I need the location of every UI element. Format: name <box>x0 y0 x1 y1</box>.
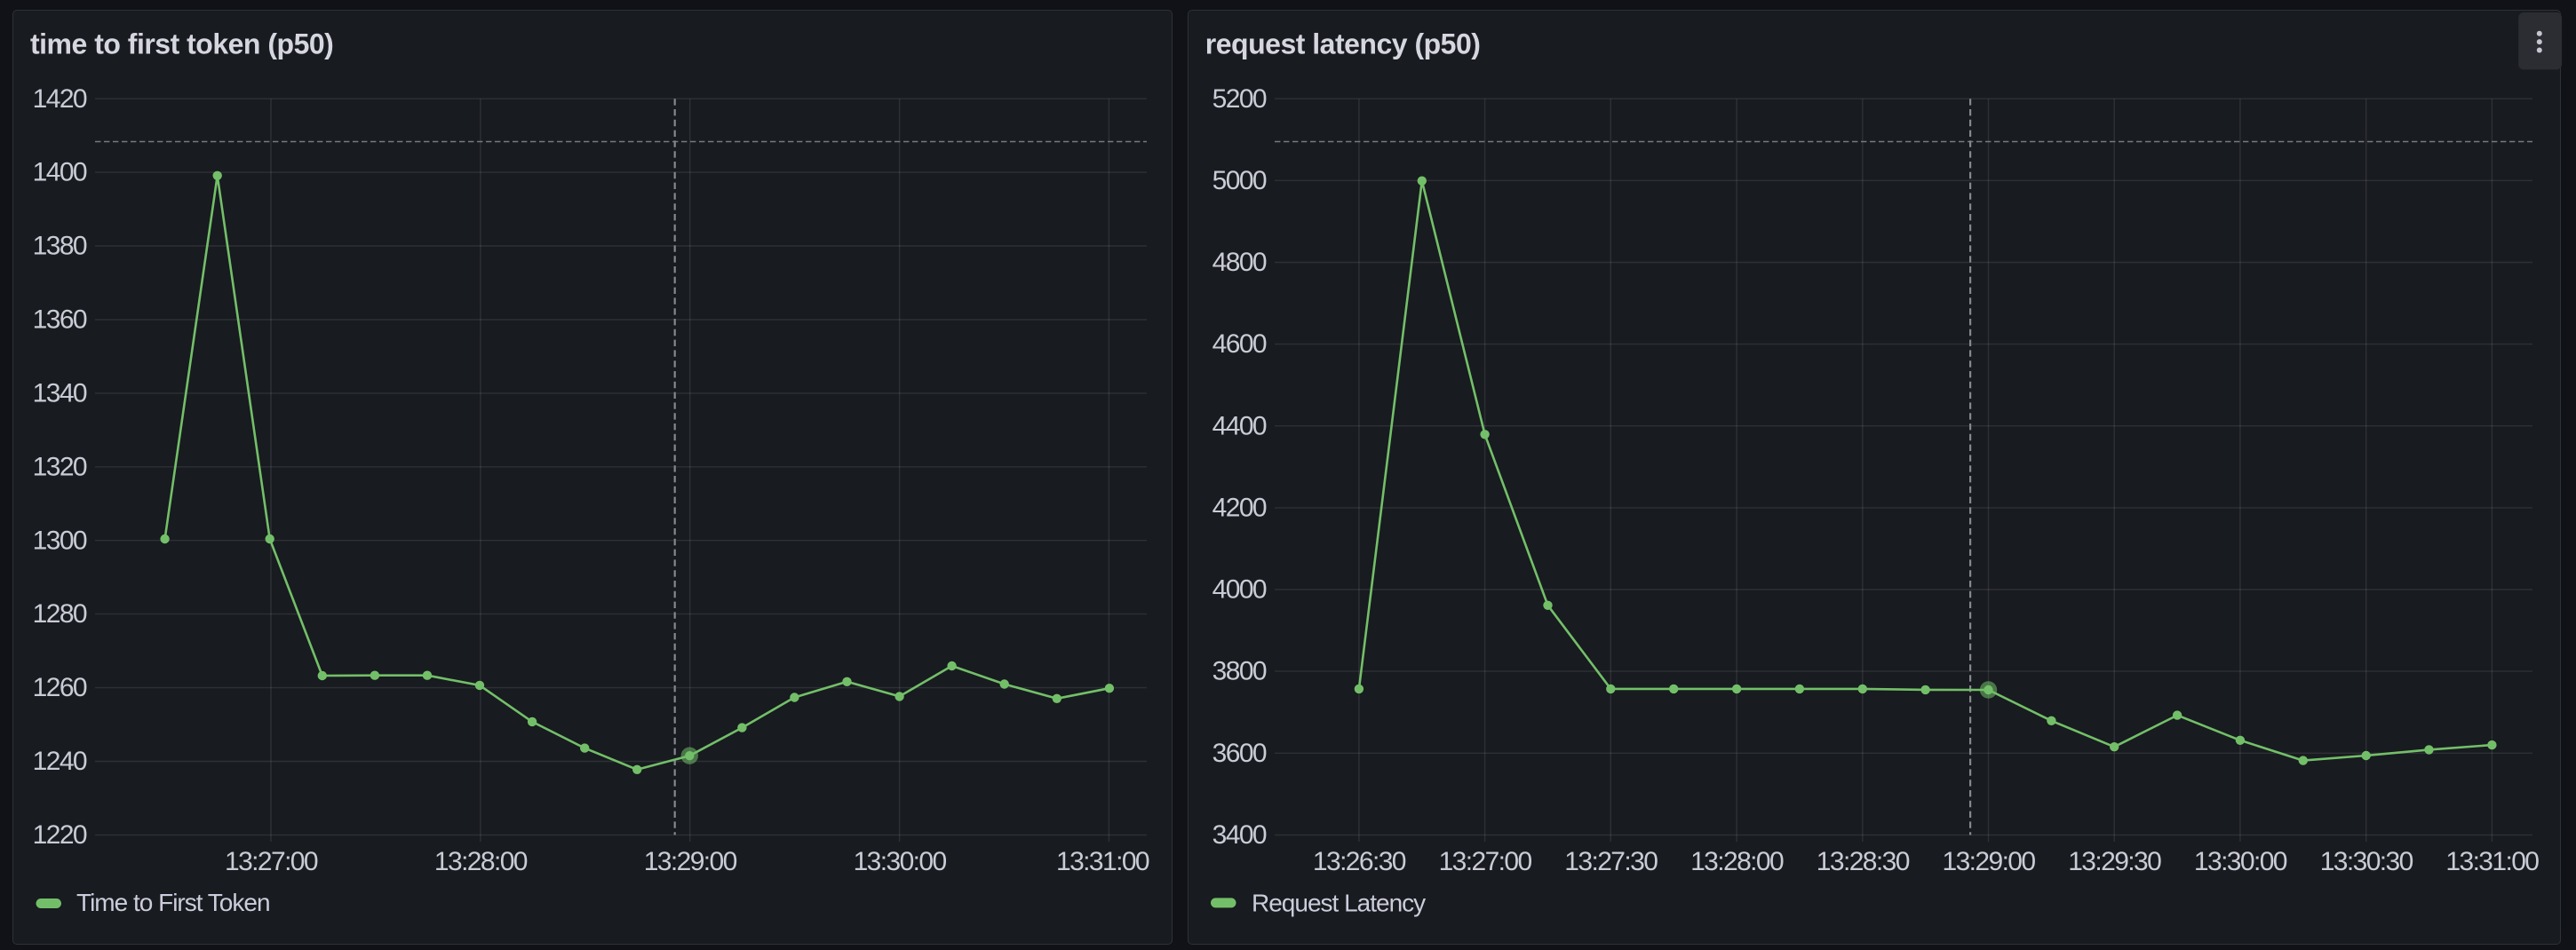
svg-text:5000: 5000 <box>1212 166 1267 195</box>
svg-text:3600: 3600 <box>1212 739 1267 768</box>
svg-text:1380: 1380 <box>33 232 87 261</box>
svg-text:4800: 4800 <box>1212 248 1267 277</box>
svg-text:3400: 3400 <box>1212 820 1267 850</box>
svg-text:13:31:00: 13:31:00 <box>2445 847 2539 876</box>
svg-text:4200: 4200 <box>1212 494 1267 523</box>
svg-text:13:28:00: 13:28:00 <box>1690 847 1784 876</box>
svg-text:1220: 1220 <box>33 820 87 850</box>
svg-text:1280: 1280 <box>33 599 87 629</box>
svg-text:3800: 3800 <box>1212 657 1267 686</box>
svg-text:5200: 5200 <box>1212 84 1267 114</box>
svg-text:13:30:30: 13:30:30 <box>2320 847 2413 876</box>
svg-text:13:29:30: 13:29:30 <box>2068 847 2161 876</box>
svg-text:1360: 1360 <box>33 305 87 335</box>
svg-text:Request Latency: Request Latency <box>1252 890 1426 917</box>
svg-text:13:29:00: 13:29:00 <box>1943 847 2036 876</box>
svg-text:13:28:30: 13:28:30 <box>1817 847 1910 876</box>
svg-text:13:26:30: 13:26:30 <box>1313 847 1406 876</box>
svg-text:1340: 1340 <box>33 379 87 408</box>
svg-text:13:27:00: 13:27:00 <box>1439 847 1532 876</box>
svg-text:1400: 1400 <box>33 158 87 187</box>
svg-text:4000: 4000 <box>1212 575 1267 605</box>
svg-text:1320: 1320 <box>33 452 87 481</box>
svg-text:4600: 4600 <box>1212 329 1267 359</box>
svg-text:13:27:30: 13:27:30 <box>1564 847 1658 876</box>
svg-text:13:30:00: 13:30:00 <box>854 847 947 876</box>
svg-text:13:30:00: 13:30:00 <box>2194 847 2287 876</box>
svg-text:time to first token (p50): time to first token (p50) <box>30 28 333 60</box>
svg-text:1420: 1420 <box>33 84 87 114</box>
svg-text:13:27:00: 13:27:00 <box>225 847 318 876</box>
svg-text:request latency (p50): request latency (p50) <box>1205 28 1481 60</box>
svg-text:1240: 1240 <box>33 747 87 776</box>
svg-text:13:28:00: 13:28:00 <box>434 847 528 876</box>
svg-text:1300: 1300 <box>33 526 87 555</box>
svg-text:4400: 4400 <box>1212 411 1267 440</box>
svg-text:13:31:00: 13:31:00 <box>1056 847 1149 876</box>
svg-text:Time to First Token: Time to First Token <box>76 889 270 916</box>
svg-text:13:29:00: 13:29:00 <box>644 847 737 876</box>
svg-text:1260: 1260 <box>33 673 87 702</box>
